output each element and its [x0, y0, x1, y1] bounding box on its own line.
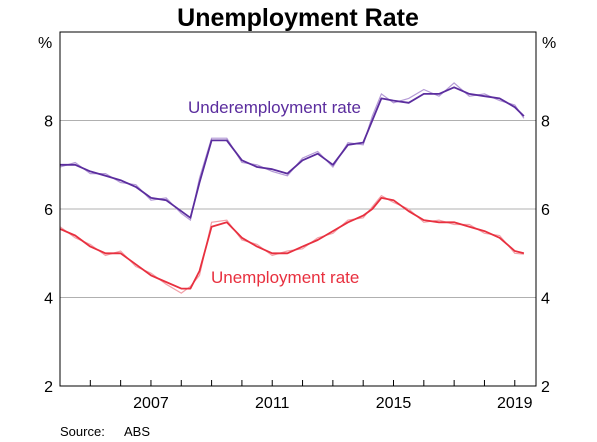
grid-lines: [60, 120, 536, 298]
smoothed-series-lines: [59, 86, 525, 290]
source-label: Source:: [60, 424, 105, 439]
y-tick-label-right: 2: [541, 379, 550, 396]
y-tick-label-left: 4: [44, 291, 53, 308]
y-tick-label-left: 8: [44, 114, 53, 131]
x-tick-label: 2015: [376, 395, 412, 412]
series-labels: Underemployment rate Unemployment rate: [188, 98, 361, 287]
series-line-1: [59, 197, 525, 290]
chart-title: Unemployment Rate: [177, 4, 419, 32]
x-tick-label: 2011: [255, 395, 290, 412]
y-tick-label-right: 6: [541, 202, 550, 219]
x-tick-label: 2019: [497, 395, 533, 412]
plot-frame: [59, 31, 537, 387]
y-tick-label-right: 4: [541, 291, 550, 308]
source-value: ABS: [124, 424, 150, 439]
y-unit-right: %: [542, 35, 556, 52]
axis-ticks: [89, 380, 516, 386]
series-label-0: Underemployment rate: [188, 98, 361, 117]
x-tick-label: 2007: [133, 395, 169, 412]
series-label-1: Unemployment rate: [211, 268, 359, 287]
y-tick-label-left: 2: [44, 379, 53, 396]
y-tick-labels: 2 2 4 4 6 6 8 8: [44, 114, 550, 397]
y-tick-label-left: 6: [44, 202, 53, 219]
y-unit-left: %: [38, 35, 52, 52]
x-tick-labels: 2007 2011 2015 2019: [133, 395, 533, 412]
y-tick-label-right: 8: [541, 114, 550, 131]
series-line-0: [60, 86, 525, 219]
